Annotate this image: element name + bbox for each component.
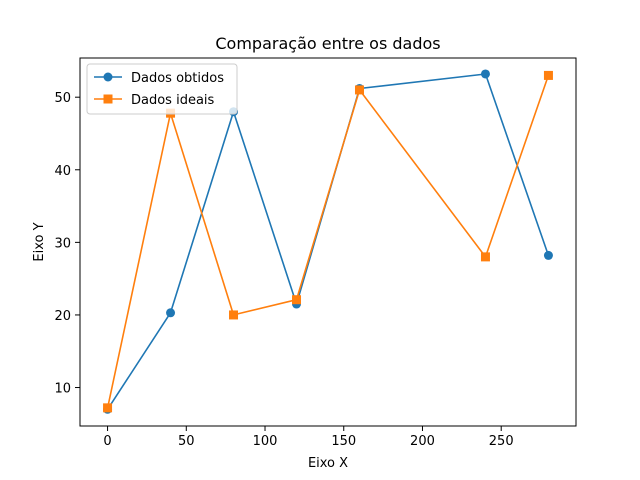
x-tick-label: 200 xyxy=(410,434,435,449)
series-2-point xyxy=(543,70,553,80)
series-2-point xyxy=(354,85,364,95)
plot-area: 0 50 100 150 200 250 10 20 30 40 50 Dados obtidos Da… xyxy=(54,57,577,449)
series-1-point xyxy=(543,250,553,260)
y-tick-label: 20 xyxy=(54,309,71,324)
legend-entry-label: Dados obtidos xyxy=(131,71,224,86)
chart-title: Comparação entre os dados xyxy=(215,34,440,53)
series-2-point xyxy=(229,310,239,320)
legend-swatch-marker xyxy=(103,94,113,104)
plot-frame xyxy=(79,57,577,427)
y-tick-label: 40 xyxy=(54,164,71,179)
x-tick-label: 50 xyxy=(178,434,195,449)
x-axis-title: Eixo X xyxy=(308,456,348,471)
series-1-point xyxy=(480,69,490,79)
x-tick-label: 100 xyxy=(253,434,278,449)
y-tick-label: 50 xyxy=(54,91,71,106)
legend-box xyxy=(86,63,238,115)
legend-swatch-marker xyxy=(103,72,113,82)
x-tick-label: 250 xyxy=(489,434,514,449)
y-axis-title: Eixo Y xyxy=(32,222,47,261)
series-2-point xyxy=(292,295,302,305)
y-tick-label: 30 xyxy=(54,236,71,251)
x-tick-label: 0 xyxy=(103,434,111,449)
series-2-point xyxy=(480,252,490,262)
x-tick-label: 150 xyxy=(331,434,356,449)
legend-entry-label: Dados ideais xyxy=(131,93,215,108)
y-tick-label: 10 xyxy=(54,382,71,397)
series-2-point xyxy=(103,403,113,413)
series-1-point xyxy=(166,308,176,318)
